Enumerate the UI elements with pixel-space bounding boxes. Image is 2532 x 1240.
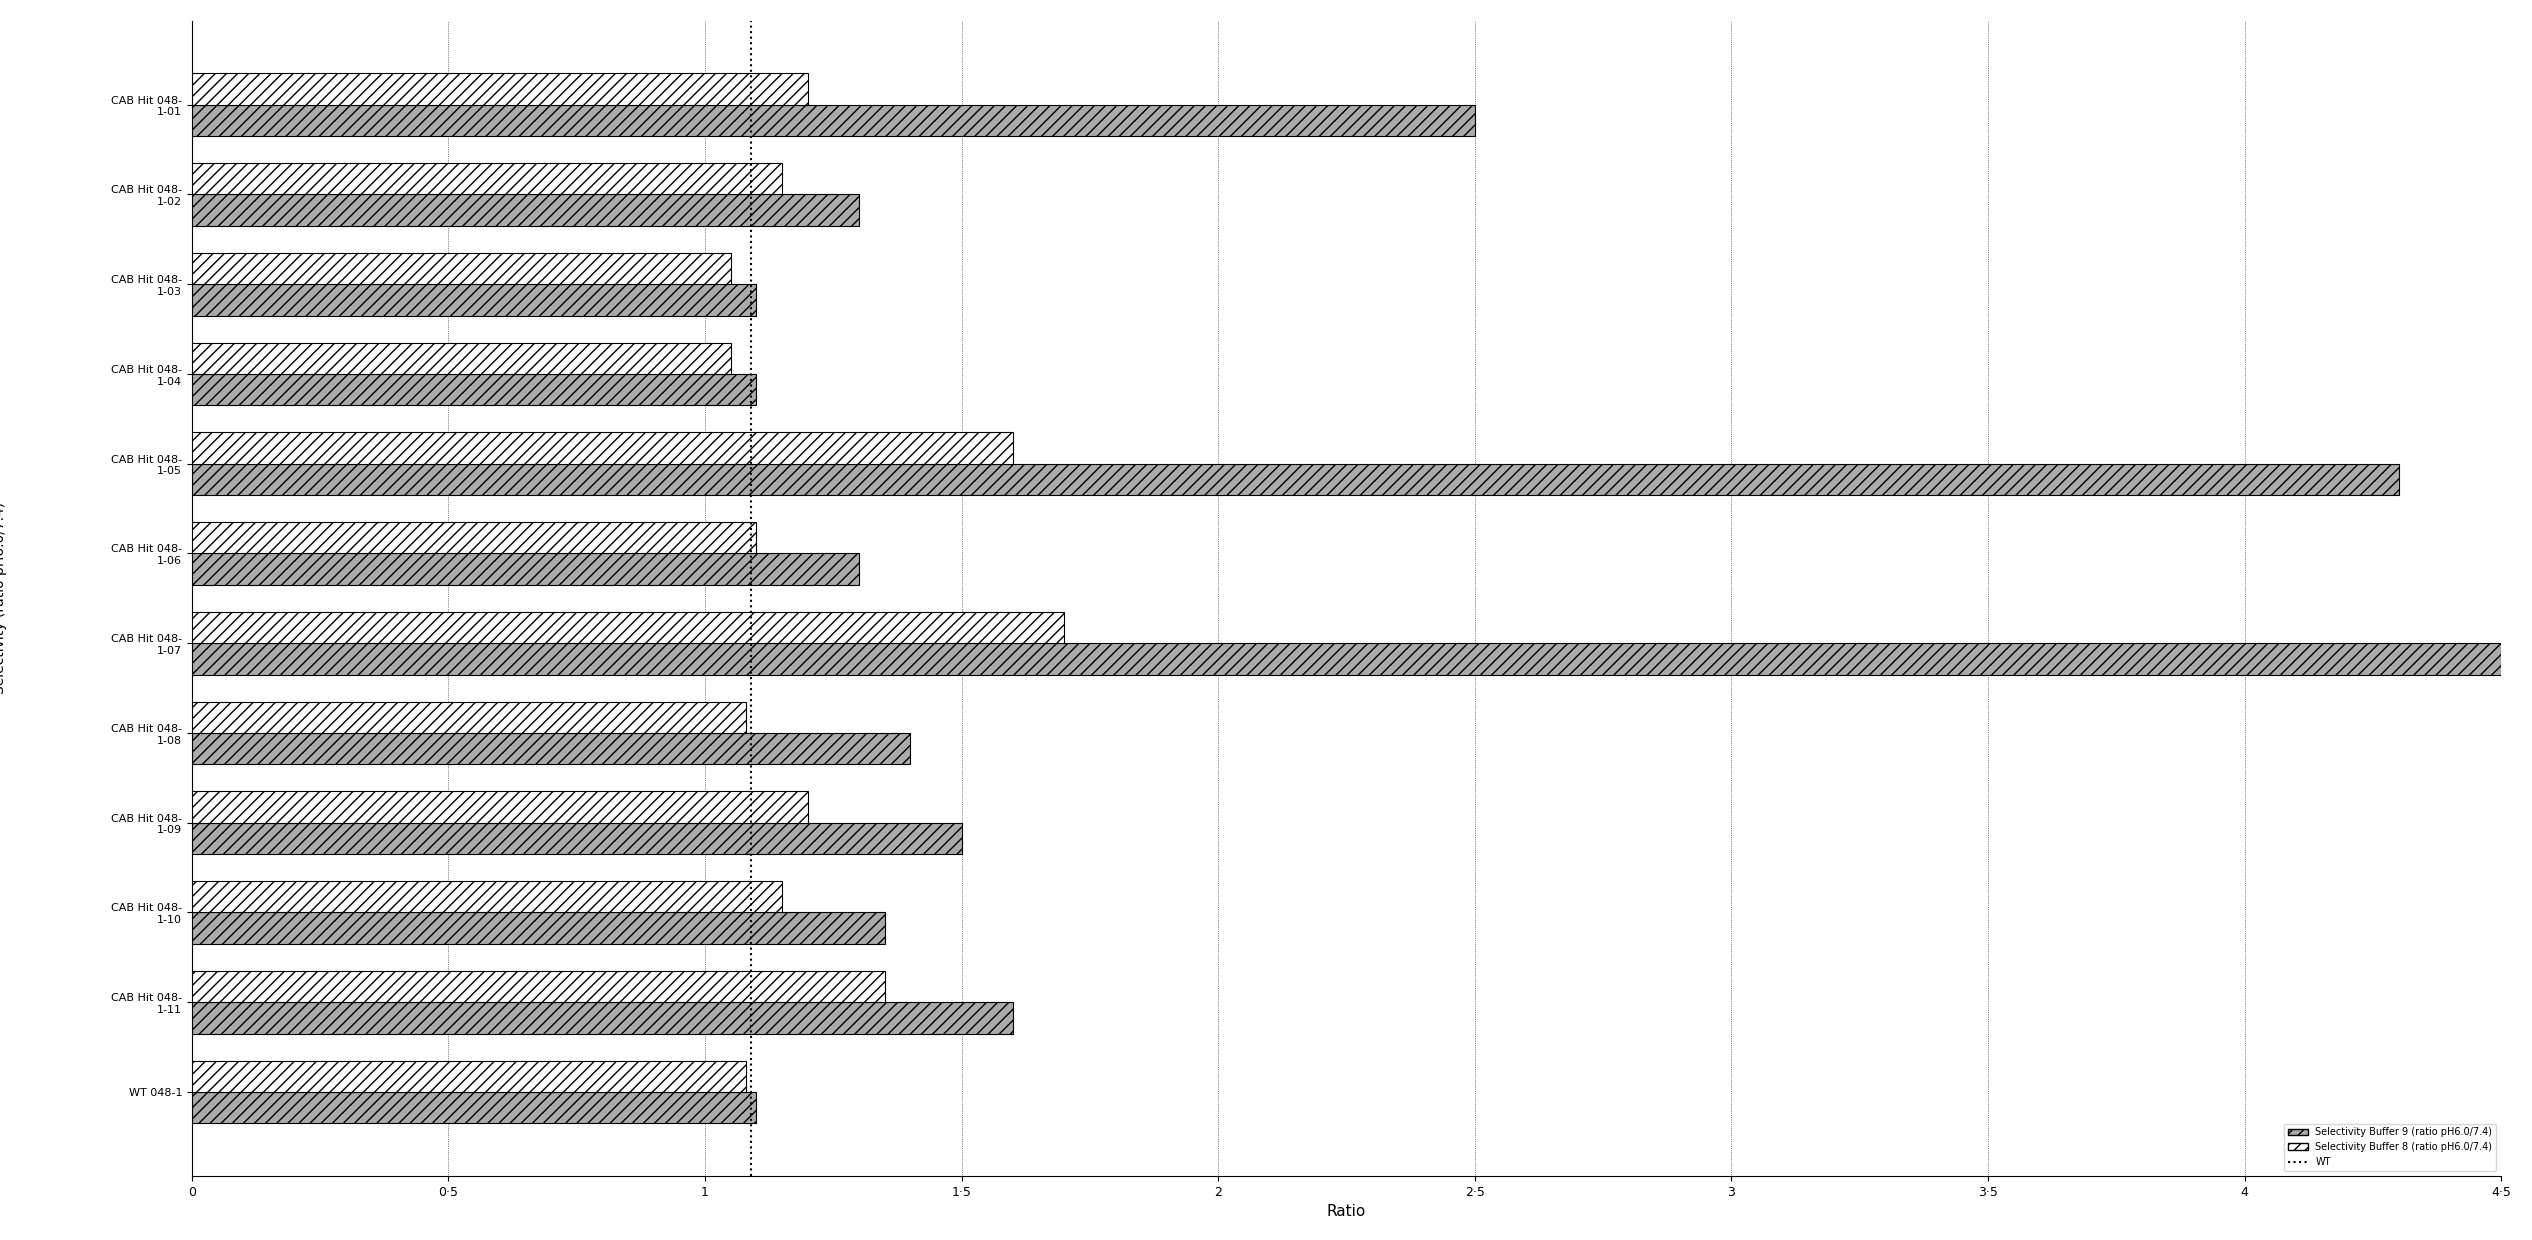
Bar (192, 284, 757, 316)
Bar (192, 553, 858, 585)
Bar (192, 104, 1474, 136)
Bar (192, 644, 2502, 675)
Text: Selectivity (ratio pH6.0/7.4): Selectivity (ratio pH6.0/7.4) (0, 502, 8, 694)
WT (737, 97, 767, 112)
Bar (192, 195, 858, 226)
Bar (192, 1092, 757, 1123)
Bar (192, 73, 808, 104)
Bar (192, 253, 732, 284)
Bar (192, 1060, 747, 1092)
Bar (192, 433, 1013, 464)
Bar (192, 913, 884, 944)
Bar (192, 702, 747, 733)
WT (737, 187, 767, 202)
Bar (192, 522, 757, 553)
Bar (192, 374, 757, 405)
Bar (192, 822, 962, 854)
Bar (192, 791, 808, 822)
Bar (192, 733, 912, 764)
Bar (192, 1002, 1013, 1034)
Bar (192, 464, 2398, 495)
Bar (192, 882, 782, 913)
Bar (192, 971, 884, 1002)
Bar (192, 164, 782, 195)
Legend: Selectivity Buffer 9 (ratio pH6.0/7.4), Selectivity Buffer 8 (ratio pH6.0/7.4), : Selectivity Buffer 9 (ratio pH6.0/7.4), … (2284, 1123, 2497, 1171)
Bar (192, 342, 732, 374)
X-axis label: Ratio: Ratio (1327, 1204, 1367, 1219)
Bar (192, 611, 1063, 644)
